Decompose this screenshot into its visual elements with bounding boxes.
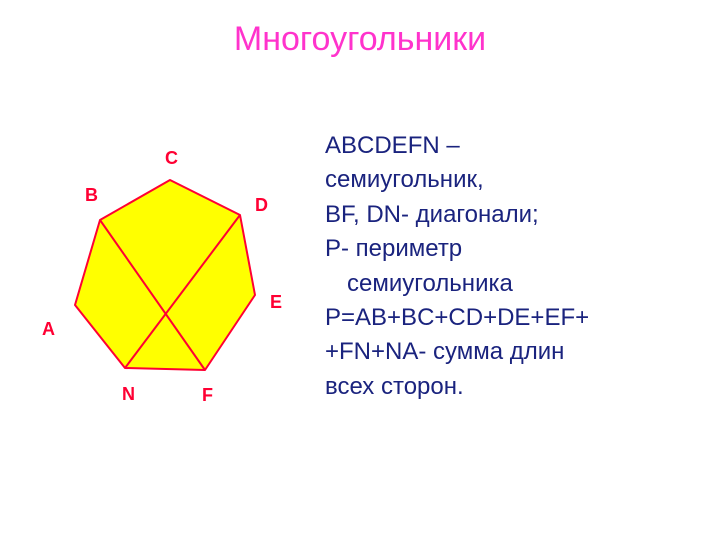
vertex-label-A: A: [42, 319, 55, 340]
vertex-label-D: D: [255, 195, 268, 216]
heptagon-shape: [75, 180, 255, 370]
slide-title: Многоугольники: [0, 20, 720, 59]
vertex-label-N: N: [122, 384, 135, 405]
slide: Многоугольники A B C D E F N ABCDEFN – семиуго…: [0, 0, 720, 540]
heptagon-svg: [30, 130, 310, 430]
line-5: семиугольника: [325, 268, 705, 300]
line-1: ABCDEFN –: [325, 130, 705, 162]
text-column: ABCDEFN – семиугольник, BF, DN- диагонал…: [325, 130, 705, 405]
vertex-label-F: F: [202, 385, 213, 406]
line-8: всех сторон.: [325, 371, 705, 403]
vertex-label-B: B: [85, 185, 98, 206]
line-3: BF, DN- диагонали;: [325, 199, 705, 231]
line-2: семиугольник,: [325, 164, 705, 196]
vertex-label-C: C: [165, 148, 178, 169]
line-6: P=AB+BC+CD+DE+EF+: [325, 302, 705, 334]
vertex-label-E: E: [270, 292, 282, 313]
heptagon-diagram: A B C D E F N: [30, 130, 310, 430]
line-7: +FN+NA- сумма длин: [325, 336, 705, 368]
line-4: P- периметр: [325, 233, 705, 265]
